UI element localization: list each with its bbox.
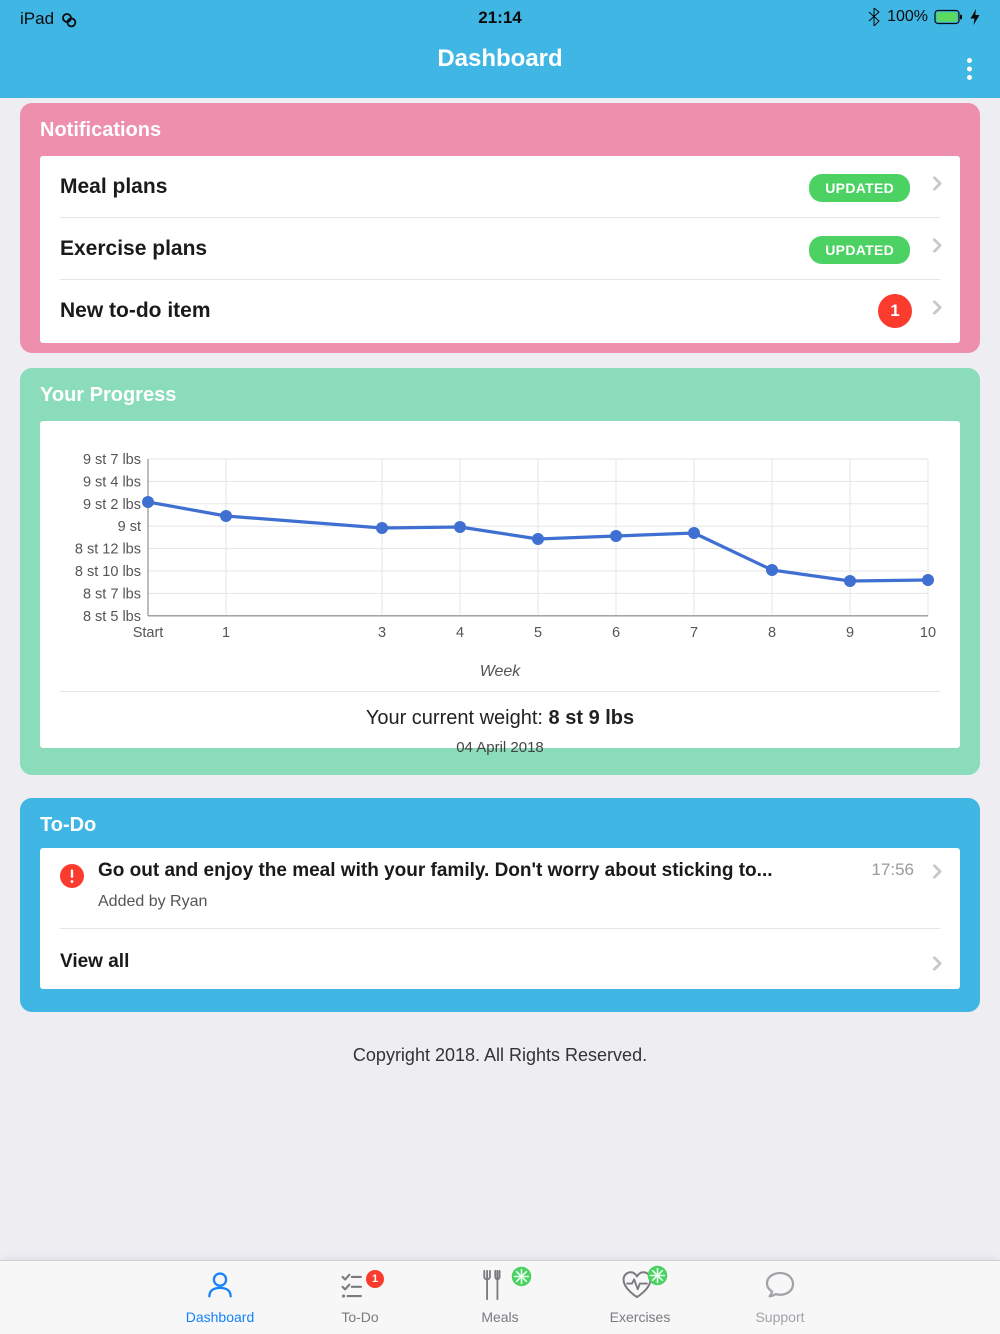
svg-text:9 st 2 lbs: 9 st 2 lbs xyxy=(83,497,141,513)
svg-text:5: 5 xyxy=(534,625,542,641)
svg-text:7: 7 xyxy=(690,625,698,641)
svg-text:9 st 7 lbs: 9 st 7 lbs xyxy=(83,452,141,468)
svg-text:9: 9 xyxy=(846,625,854,641)
svg-text:8 st 12 lbs: 8 st 12 lbs xyxy=(75,542,141,558)
svg-text:Start: Start xyxy=(133,625,164,641)
svg-text:1: 1 xyxy=(222,625,230,641)
svg-text:4: 4 xyxy=(456,625,464,641)
svg-text:6: 6 xyxy=(612,625,620,641)
svg-text:3: 3 xyxy=(378,625,386,641)
svg-text:9 st: 9 st xyxy=(118,519,141,535)
svg-text:8 st 7 lbs: 8 st 7 lbs xyxy=(83,586,141,602)
svg-text:9 st 4 lbs: 9 st 4 lbs xyxy=(83,474,141,490)
svg-text:8: 8 xyxy=(768,625,776,641)
svg-text:8 st 5 lbs: 8 st 5 lbs xyxy=(83,609,141,625)
svg-text:8 st 10 lbs: 8 st 10 lbs xyxy=(75,564,141,580)
svg-text:10: 10 xyxy=(920,625,936,641)
